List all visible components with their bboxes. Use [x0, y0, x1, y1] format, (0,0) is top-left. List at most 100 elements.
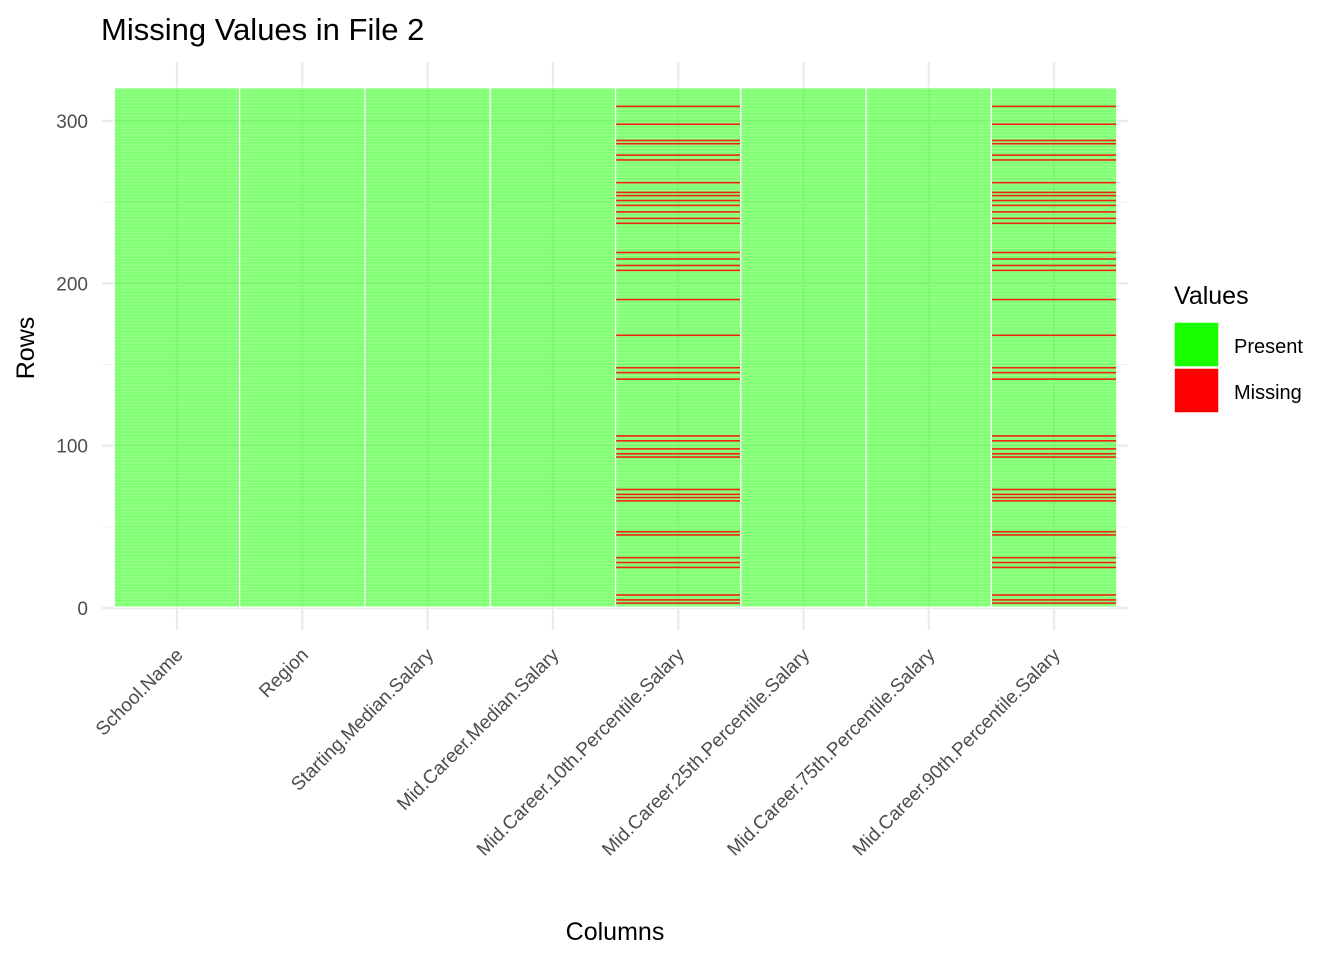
row-separator	[615, 310, 741, 311]
row-separator	[991, 108, 1117, 110]
row-separator	[615, 517, 741, 519]
row-separator	[490, 228, 616, 230]
row-separator	[114, 475, 240, 477]
x-tick-label-mid-career-10th-percentile-salary: Mid.Career.10th.Percentile.Salary	[473, 644, 689, 860]
missing-cell	[991, 199, 1117, 202]
row-separator	[114, 245, 240, 246]
row-separator	[490, 131, 616, 133]
row-separator	[490, 514, 616, 516]
column-starting-median-salary	[364, 87, 491, 608]
row-separator	[740, 602, 867, 603]
row-separator	[866, 498, 992, 499]
missing-cell	[991, 191, 1117, 194]
missing-cell	[615, 105, 741, 108]
row-separator	[364, 530, 491, 532]
row-separator	[364, 420, 491, 422]
present-cells	[866, 87, 992, 608]
row-separator	[364, 219, 491, 220]
row-separator	[866, 439, 992, 441]
row-separator	[490, 170, 616, 172]
row-separator	[114, 527, 240, 529]
row-separator	[490, 293, 616, 295]
row-separator	[364, 495, 491, 496]
row-separator	[490, 501, 616, 503]
row-separator	[239, 245, 365, 246]
row-separator	[615, 375, 741, 376]
y-tick-label: 300	[56, 112, 88, 133]
row-separator	[991, 241, 1117, 243]
row-separator	[364, 310, 491, 311]
row-separator	[114, 478, 240, 480]
row-separator	[866, 426, 992, 428]
row-separator	[740, 498, 867, 499]
row-separator	[866, 170, 992, 172]
row-separator	[114, 491, 240, 493]
missing-cell	[615, 371, 741, 374]
row-separator	[364, 99, 491, 100]
row-separators	[866, 89, 992, 607]
row-separator	[490, 248, 616, 249]
row-separator	[490, 485, 616, 487]
row-separator	[615, 540, 741, 542]
row-separator	[991, 547, 1117, 548]
row-separator	[866, 530, 992, 532]
row-separator	[239, 426, 365, 428]
row-separator	[866, 144, 992, 146]
row-separator	[866, 517, 992, 519]
legend-entries: Present Missing	[1173, 321, 1303, 414]
row-separator	[866, 391, 992, 392]
row-separator	[991, 511, 1117, 512]
row-separator	[991, 287, 1117, 288]
row-separator	[364, 326, 491, 327]
row-separator	[490, 316, 616, 318]
row-separator	[740, 125, 867, 126]
row-separator	[239, 365, 365, 366]
missing-cell	[615, 500, 741, 502]
present-cells	[740, 87, 867, 608]
row-separator	[991, 498, 1117, 499]
missing-cell	[991, 105, 1117, 108]
row-separator	[239, 232, 365, 233]
row-separator	[239, 534, 365, 535]
row-separator	[740, 245, 867, 246]
row-separator	[615, 579, 741, 581]
row-separator	[490, 284, 616, 285]
row-separator	[239, 196, 365, 198]
row-separator	[740, 128, 867, 129]
row-separator	[615, 491, 741, 493]
row-separator	[615, 138, 741, 139]
row-separator	[239, 134, 365, 136]
row-separator	[490, 345, 616, 347]
row-separator	[114, 264, 240, 266]
row-separator	[239, 371, 365, 373]
row-separator	[615, 485, 741, 487]
row-separator	[239, 560, 365, 561]
row-separator	[740, 459, 867, 461]
row-separator	[114, 537, 240, 538]
row-separator	[740, 573, 867, 574]
row-separator	[490, 206, 616, 207]
row-separator	[364, 423, 491, 425]
row-separator	[866, 177, 992, 178]
row-separator	[866, 183, 992, 185]
column-mid-career-75th-percentile-salary	[865, 87, 993, 608]
row-separator	[740, 439, 867, 441]
row-separator	[866, 508, 992, 509]
row-separator	[490, 95, 616, 97]
row-separator	[490, 280, 616, 282]
row-separator	[866, 602, 992, 603]
row-separator	[490, 423, 616, 425]
row-separator	[490, 605, 616, 607]
row-separator	[615, 472, 741, 474]
row-separator	[866, 478, 992, 480]
row-separator	[866, 375, 992, 376]
row-separator	[490, 271, 616, 272]
row-separator	[615, 576, 741, 577]
row-separator	[364, 582, 491, 584]
row-separator	[490, 576, 616, 577]
row-separator	[740, 235, 867, 237]
row-separator	[740, 345, 867, 347]
row-separator	[866, 251, 992, 253]
missing-cell	[991, 456, 1117, 458]
row-separator	[364, 284, 491, 285]
